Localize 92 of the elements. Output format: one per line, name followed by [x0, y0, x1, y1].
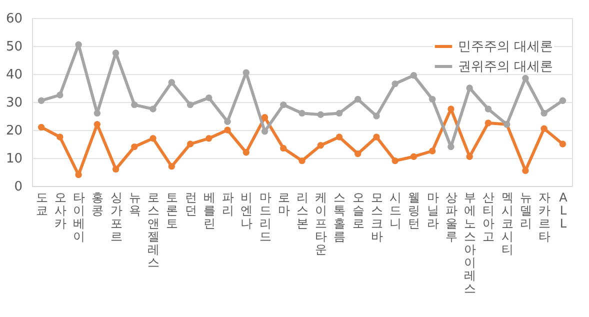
y-tick-label: 10: [6, 152, 22, 166]
x-tick-label: 파리: [222, 190, 234, 218]
x-tick-label: 리스본: [296, 190, 308, 230]
point: [206, 135, 212, 142]
point: [186, 101, 194, 108]
x-tick-label: 모스크바: [370, 190, 383, 244]
point: [131, 143, 138, 150]
point: [428, 148, 436, 154]
point: [280, 144, 287, 152]
y-tick-label: 0: [14, 180, 22, 194]
point: [150, 135, 156, 142]
point: [242, 149, 250, 156]
point: [206, 94, 212, 102]
point: [56, 92, 64, 98]
point: [354, 96, 362, 103]
point: [466, 153, 473, 160]
x-tick-label: 뉴 델리: [520, 190, 532, 230]
point: [224, 118, 231, 125]
x-tick-label: 케이프 타운: [315, 190, 328, 256]
y-tick-label: 50: [6, 40, 22, 54]
point: [38, 97, 45, 104]
x-tick-label: 산티아고: [482, 190, 495, 244]
x-tick-label: 로스 앤젤레스: [148, 190, 160, 270]
x-tick-label: 싱가포르: [110, 190, 122, 244]
point: [373, 112, 380, 120]
x-tick-label: 스톡홀름: [334, 190, 346, 244]
x-tick-label: 뉴욕: [128, 190, 141, 218]
point: [186, 140, 194, 148]
point: [392, 80, 398, 88]
x-tick-label: 로마: [278, 190, 290, 218]
point: [150, 106, 156, 112]
x-tick-label: 마드리드: [259, 190, 272, 244]
point: [559, 140, 566, 148]
y-tick-label: 30: [6, 96, 22, 110]
point: [484, 106, 492, 112]
x-tick-label: 타이베이: [73, 190, 86, 244]
x-tick-label: 베를린: [203, 190, 216, 230]
x-tick-label: 상파울루: [445, 190, 458, 244]
point: [94, 121, 101, 128]
x-tick-label: 시드니: [390, 190, 402, 230]
point: [317, 111, 324, 118]
point: [448, 143, 454, 150]
y-tick-label: 40: [6, 68, 22, 82]
legend-label: 권위주의 대세론: [458, 60, 554, 74]
point: [261, 128, 268, 135]
y-tick-label: 20: [6, 124, 22, 138]
point: [75, 41, 82, 48]
point: [336, 110, 343, 117]
point: [466, 84, 473, 92]
point: [112, 50, 120, 56]
x-tick-label: ALL: [559, 190, 568, 230]
x-tick-label: 런던: [184, 190, 197, 218]
point: [224, 126, 231, 134]
x-tick-label: 오사카: [54, 190, 66, 230]
point: [484, 120, 492, 126]
x-tick-label: 도쿄: [36, 190, 48, 218]
x-tick-label: 부에노스 아이레스: [464, 190, 476, 296]
point: [448, 106, 454, 112]
x-tick-label: 멕시코 시티: [501, 190, 514, 256]
point: [168, 163, 176, 170]
point: [373, 134, 380, 140]
point: [131, 101, 138, 108]
point: [298, 157, 306, 164]
legend-label: 민주주의 대세론: [458, 40, 554, 54]
point: [112, 166, 120, 173]
point: [168, 79, 176, 86]
point: [317, 142, 324, 149]
x-tick-label: 비엔나: [240, 190, 253, 230]
point: [94, 110, 101, 117]
point: [38, 124, 45, 131]
point: [410, 72, 418, 79]
point: [559, 97, 566, 104]
point: [280, 101, 287, 108]
point: [392, 157, 398, 164]
point: [428, 96, 436, 103]
x-tick-label: 웰링턴: [408, 190, 420, 230]
point: [336, 134, 343, 140]
x-tick-label: 오슬로: [352, 190, 364, 230]
point: [354, 150, 362, 158]
point: [56, 134, 64, 140]
point: [540, 110, 548, 117]
point: [410, 153, 418, 160]
point: [242, 69, 250, 76]
x-tick-label: 자카르타: [538, 190, 551, 244]
point: [540, 125, 548, 132]
point: [522, 167, 529, 174]
x-tick-label: 마닐라: [426, 190, 439, 230]
x-tick-label: 토론토: [166, 190, 178, 230]
y-tick-label: 60: [6, 12, 22, 26]
point: [261, 114, 268, 121]
x-tick-label: 홍콩: [92, 190, 104, 218]
point: [298, 110, 306, 117]
